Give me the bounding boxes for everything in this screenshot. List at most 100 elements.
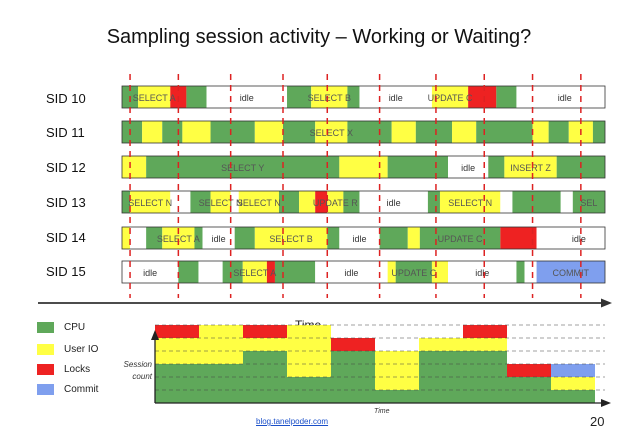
segment-user_io: [238, 191, 279, 213]
count-bar-cpu: [243, 351, 287, 403]
segment-idle: [339, 227, 380, 249]
session-bar-outline: [121, 190, 606, 214]
segment-label: idle: [387, 198, 401, 208]
segment-cpu: [194, 227, 203, 249]
segment-user_io: [391, 121, 416, 143]
segment-label: idle: [461, 163, 475, 173]
segment-cpu: [347, 86, 360, 108]
segment-label: idle: [475, 268, 489, 278]
count-bar-user_io: [243, 338, 287, 351]
segment-cpu: [146, 156, 340, 178]
segment-cpu: [122, 191, 131, 213]
segment-label: INSERT Z: [510, 163, 551, 173]
segment-user_io: [431, 86, 469, 108]
segment-cpu: [186, 86, 207, 108]
segment-label: idle: [344, 268, 358, 278]
segment-user_io: [504, 156, 557, 178]
session-count-time-label: Time: [374, 408, 390, 415]
segment-label: idle: [389, 93, 403, 103]
session-count-axis-label: Session count: [123, 360, 152, 381]
segment-idle: [524, 261, 537, 283]
segment-cpu: [592, 121, 605, 143]
session-timeline: SELECT A idle SELECT B idle UPDATE C idle SELE…: [38, 74, 612, 308]
sid-label-14: SID 14: [46, 230, 86, 245]
segment-idle: [516, 86, 525, 108]
count-bar-commit: [551, 364, 595, 377]
segment-cpu: [488, 156, 505, 178]
count-bar-locks: [155, 325, 199, 338]
segment-user_io: [122, 156, 147, 178]
segment-cpu: [512, 191, 561, 213]
segment-idle: [359, 86, 432, 108]
segment-user_io: [407, 227, 420, 249]
segment-label: SEL: [580, 198, 597, 208]
count-bar-user_io: [199, 325, 243, 364]
segment-label: SELECT N: [237, 198, 281, 208]
count-bar-cpu: [155, 364, 199, 403]
segment-locks: [315, 191, 328, 213]
segment-cpu: [516, 261, 525, 283]
segment-label: idle: [212, 234, 226, 244]
count-bar-user_io: [463, 338, 507, 351]
slide-title: Sampling session activity – Working or W…: [106, 26, 532, 48]
segment-user_io: [439, 191, 501, 213]
segment-label: SELECT A: [233, 268, 276, 278]
count-bar-cpu: [551, 390, 595, 403]
segment-user_io: [339, 156, 388, 178]
segment-user_io: [210, 191, 231, 213]
session-bar-outline: [121, 120, 606, 144]
segment-commit: [536, 261, 605, 283]
count-bar-cpu: [375, 390, 419, 403]
legend-cpu-label: CPU: [64, 322, 86, 333]
count-bar-user_io: [375, 351, 419, 390]
segment-cpu: [234, 227, 255, 249]
segment-cpu: [343, 191, 360, 213]
segment-locks: [468, 86, 497, 108]
segment-label: SELECT B: [308, 93, 351, 103]
segment-idle: [198, 261, 223, 283]
segment-label: idle: [572, 234, 586, 244]
segment-cpu: [287, 86, 312, 108]
legend-user-io-swatch: [37, 344, 54, 355]
segment-cpu: [419, 227, 501, 249]
segment-idle: [448, 156, 489, 178]
segment-label: SELECT A: [133, 93, 176, 103]
count-bar-cpu: [331, 351, 375, 403]
count-bar-user_io: [155, 338, 199, 364]
segment-user_io: [182, 121, 211, 143]
segment-cpu: [387, 156, 449, 178]
count-bar-locks: [243, 325, 287, 338]
segment-label: COMMIT: [553, 268, 590, 278]
segment-cpu: [496, 86, 517, 108]
count-bar-locks: [463, 325, 507, 338]
segment-cpu: [379, 227, 408, 249]
segment-user_io: [311, 86, 348, 108]
segment-label: SELECT N: [128, 198, 172, 208]
count-bar-locks: [507, 364, 551, 377]
segment-cpu: [274, 261, 316, 283]
segment-cpu: [210, 121, 255, 143]
legend-user-io-label: User IO: [64, 344, 99, 355]
blog-link[interactable]: blog.tanelpoder.com: [256, 417, 329, 426]
legend-cpu-swatch: [37, 322, 54, 333]
count-bar-cpu: [419, 351, 463, 403]
segment-label: idle: [143, 268, 157, 278]
session-bar-outline: [121, 226, 606, 250]
segment-cpu: [222, 261, 243, 283]
segment-label: idle: [558, 93, 572, 103]
segment-user_io: [327, 191, 344, 213]
legend-locks-swatch: [37, 364, 54, 375]
legend-commit-swatch: [37, 384, 54, 395]
sid-label-11: SID 11: [46, 125, 85, 140]
segment-cpu: [327, 227, 340, 249]
segment-idle: [206, 86, 288, 108]
segment-idle: [536, 227, 553, 249]
segment-label: UPDATE C: [428, 93, 473, 103]
time-axis-arrowhead: [601, 298, 612, 308]
segment-cpu: [548, 121, 569, 143]
segment-user_io: [122, 227, 131, 249]
segment-label: SELECT X: [310, 128, 353, 138]
segment-user_io: [532, 121, 549, 143]
segment-label: SELECT B: [269, 234, 312, 244]
segment-user_io: [315, 121, 348, 143]
